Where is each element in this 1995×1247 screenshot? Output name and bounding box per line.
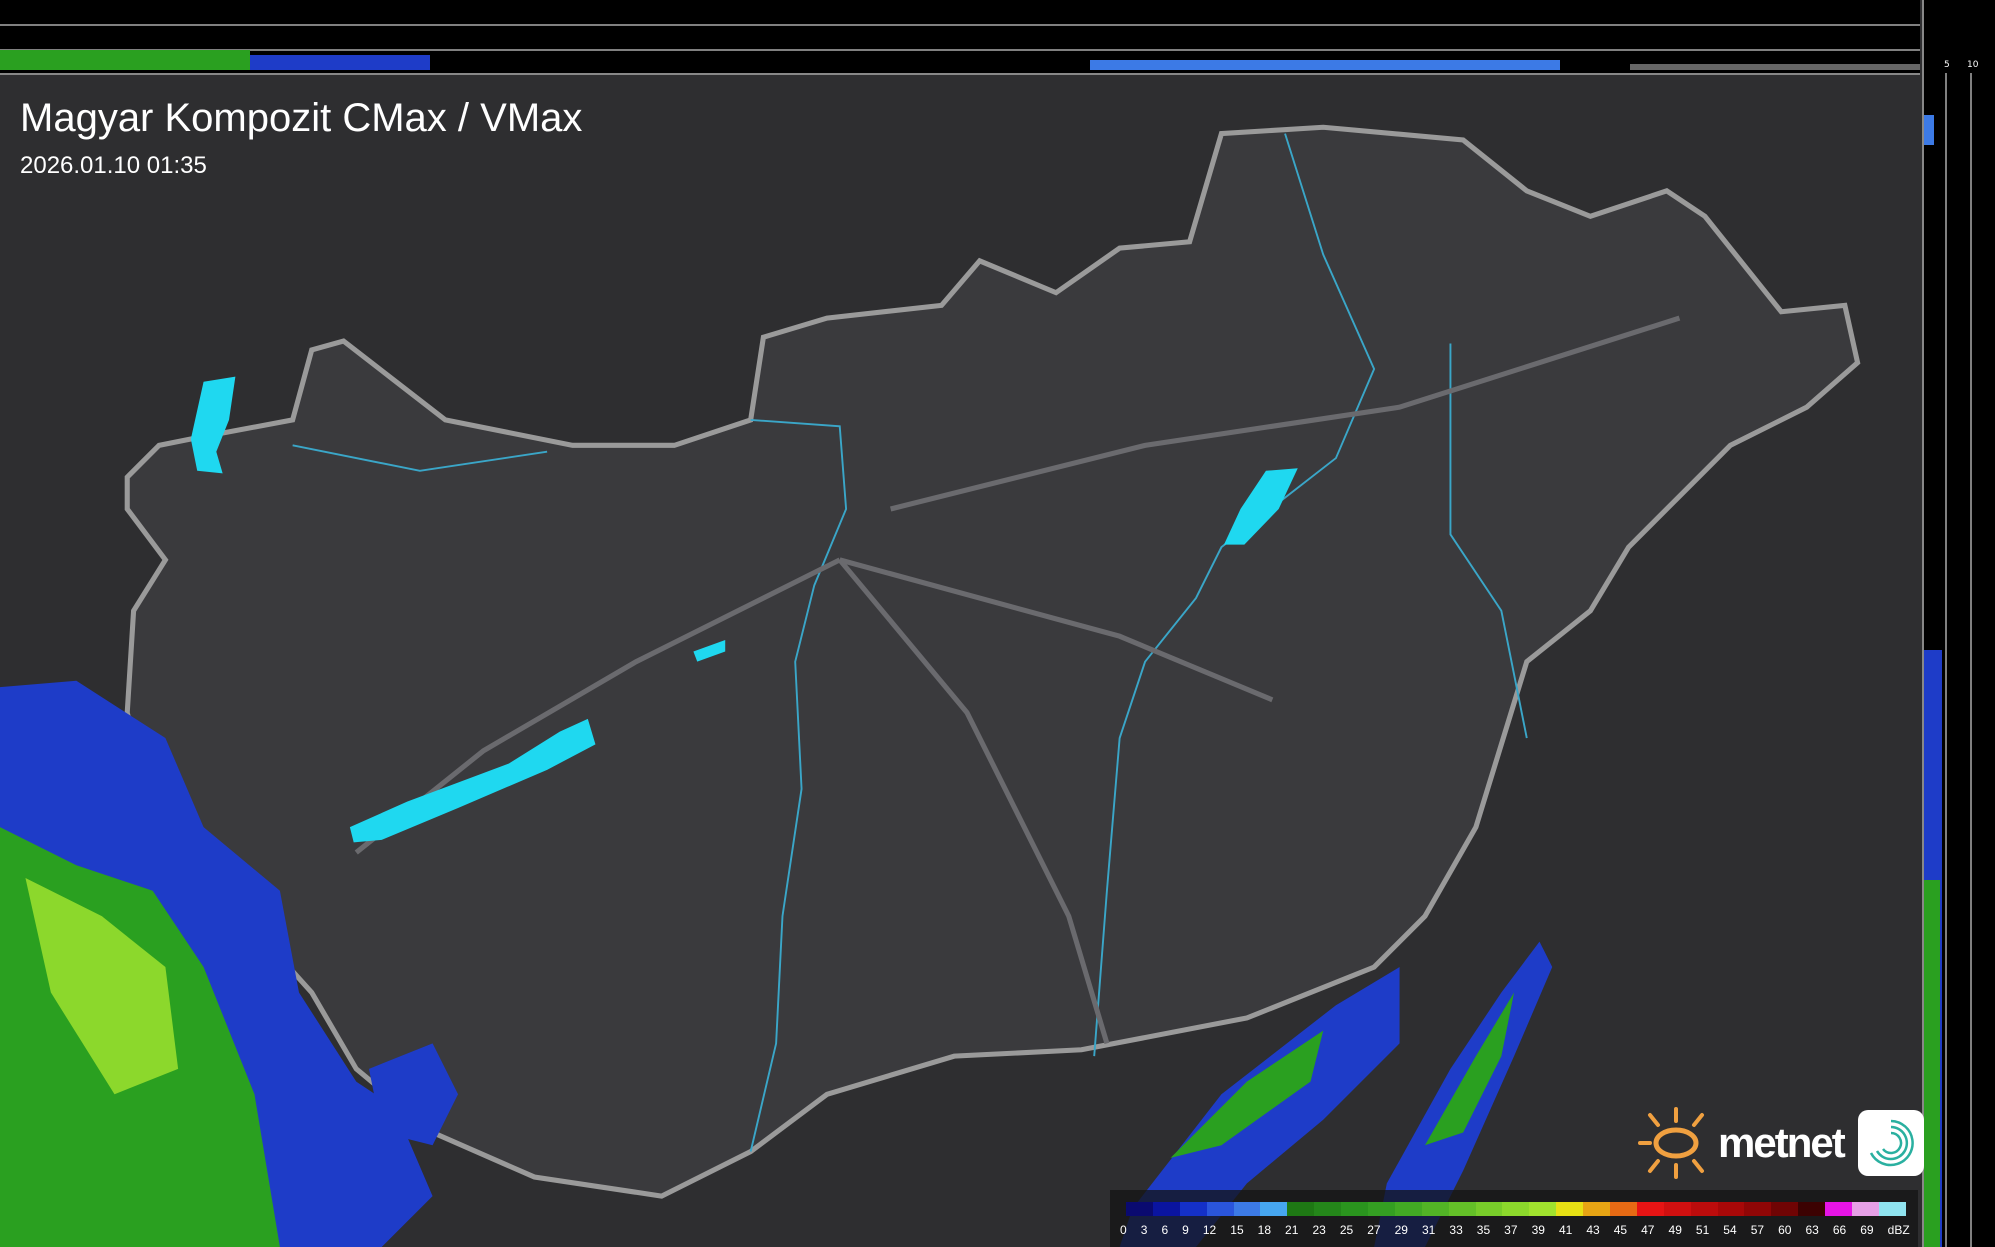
legend-swatch <box>1179 1202 1207 1216</box>
legend-swatch <box>1610 1202 1637 1216</box>
legend-color-bar <box>1126 1202 1906 1216</box>
legend-label: 25 <box>1339 1223 1354 1237</box>
legend-label: 33 <box>1449 1223 1463 1237</box>
legend-label: 6 <box>1161 1223 1169 1237</box>
legend-label: 57 <box>1750 1223 1765 1237</box>
legend-label: dBZ <box>1887 1223 1910 1237</box>
legend-label: 35 <box>1476 1223 1491 1237</box>
legend-label: 15 <box>1230 1223 1244 1237</box>
lake-tisza <box>1223 468 1298 545</box>
legend-label: 3 <box>1140 1223 1148 1237</box>
right-axis-tick: 10 <box>1967 60 1979 70</box>
lake-velence <box>693 640 726 662</box>
legend-label: 0 <box>1120 1223 1127 1237</box>
legend-swatch <box>1636 1202 1664 1216</box>
legend-swatch <box>1878 1202 1906 1216</box>
legend-label: 9 <box>1182 1223 1189 1237</box>
legend-swatch <box>1394 1202 1422 1216</box>
legend-label: 45 <box>1613 1223 1628 1237</box>
logo-text: metnet <box>1718 1119 1846 1166</box>
legend-swatch <box>1583 1202 1611 1216</box>
legend-label: 47 <box>1641 1223 1655 1237</box>
legend-label: 54 <box>1723 1223 1737 1237</box>
legend-swatch <box>1529 1202 1557 1216</box>
legend-swatch <box>1314 1202 1342 1216</box>
legend-swatch <box>1448 1202 1476 1216</box>
legend-label: 63 <box>1805 1223 1819 1237</box>
legend-label: 18 <box>1257 1223 1272 1237</box>
legend-label: 31 <box>1422 1223 1436 1237</box>
legend-swatch <box>1126 1202 1153 1216</box>
legend-swatch <box>1206 1202 1234 1216</box>
legend-swatch <box>1152 1202 1180 1216</box>
right-axis-tick: 5 <box>1944 60 1950 70</box>
legend-label: 69 <box>1860 1223 1874 1237</box>
legend-label: 51 <box>1695 1223 1710 1237</box>
map-timestamp: 2026.01.10 01:35 <box>20 152 207 179</box>
legend-swatch <box>1475 1202 1503 1216</box>
legend-swatch <box>1287 1202 1315 1216</box>
legend-swatch <box>1825 1202 1853 1216</box>
metnet-logo: metnet <box>1638 1105 1924 1181</box>
legend-label: 66 <box>1832 1223 1847 1237</box>
legend-swatch <box>1368 1202 1395 1216</box>
legend-label: 60 <box>1778 1223 1792 1237</box>
hungary-outline <box>124 124 1861 1199</box>
legend-swatch <box>1260 1202 1288 1216</box>
legend-swatch <box>1421 1202 1449 1216</box>
legend-label: 49 <box>1668 1223 1682 1237</box>
legend-swatch <box>1852 1202 1879 1216</box>
legend-label: 37 <box>1504 1223 1518 1237</box>
top-profile-echoes <box>0 24 1920 70</box>
legend-label: 39 <box>1531 1223 1545 1237</box>
legend-label: 21 <box>1285 1223 1299 1237</box>
legend-swatch <box>1663 1202 1691 1216</box>
legend-swatch <box>1341 1202 1369 1216</box>
radar-echoes <box>0 680 1553 1247</box>
right-profile-panel: 5 10 <box>1922 0 1995 1247</box>
legend-swatch <box>1744 1202 1772 1216</box>
legend-label: 27 <box>1367 1223 1381 1237</box>
legend-label: 43 <box>1586 1223 1600 1237</box>
lakes <box>190 376 1298 843</box>
top-profile-panel: 10 5 <box>0 0 1935 75</box>
dbz-legend: 0 3 6 9 12 15 18 21 23 25 27 29 31 33 35 37 39 41 43 45 47 49… <box>1110 1190 1918 1247</box>
legend-label: 12 <box>1202 1223 1217 1237</box>
right-profile-echoes <box>1924 73 1972 1247</box>
legend-label: 23 <box>1312 1223 1326 1237</box>
legend-swatch <box>1556 1202 1584 1216</box>
swirl-logo-icon <box>1857 1110 1924 1176</box>
legend-swatch <box>1502 1202 1530 1216</box>
lake-neusiedl <box>190 376 236 474</box>
sun-icon <box>1638 1107 1704 1179</box>
legend-swatch <box>1798 1202 1826 1216</box>
map-title: Magyar Kompozit CMax / VMax <box>20 96 583 140</box>
legend-swatch <box>1690 1202 1718 1216</box>
rivers <box>292 133 1528 1152</box>
legend-swatch <box>1771 1202 1799 1216</box>
lake-balaton <box>349 718 596 843</box>
legend-label: 41 <box>1558 1223 1573 1237</box>
legend-labels: 0 3 6 9 12 15 18 21 23 25 27 29 31 33 35 37 39 41 43 45 47 49… <box>1120 1223 1910 1237</box>
legend-swatch <box>1717 1202 1745 1216</box>
legend-label: 29 <box>1394 1223 1408 1237</box>
legend-swatch <box>1233 1202 1261 1216</box>
